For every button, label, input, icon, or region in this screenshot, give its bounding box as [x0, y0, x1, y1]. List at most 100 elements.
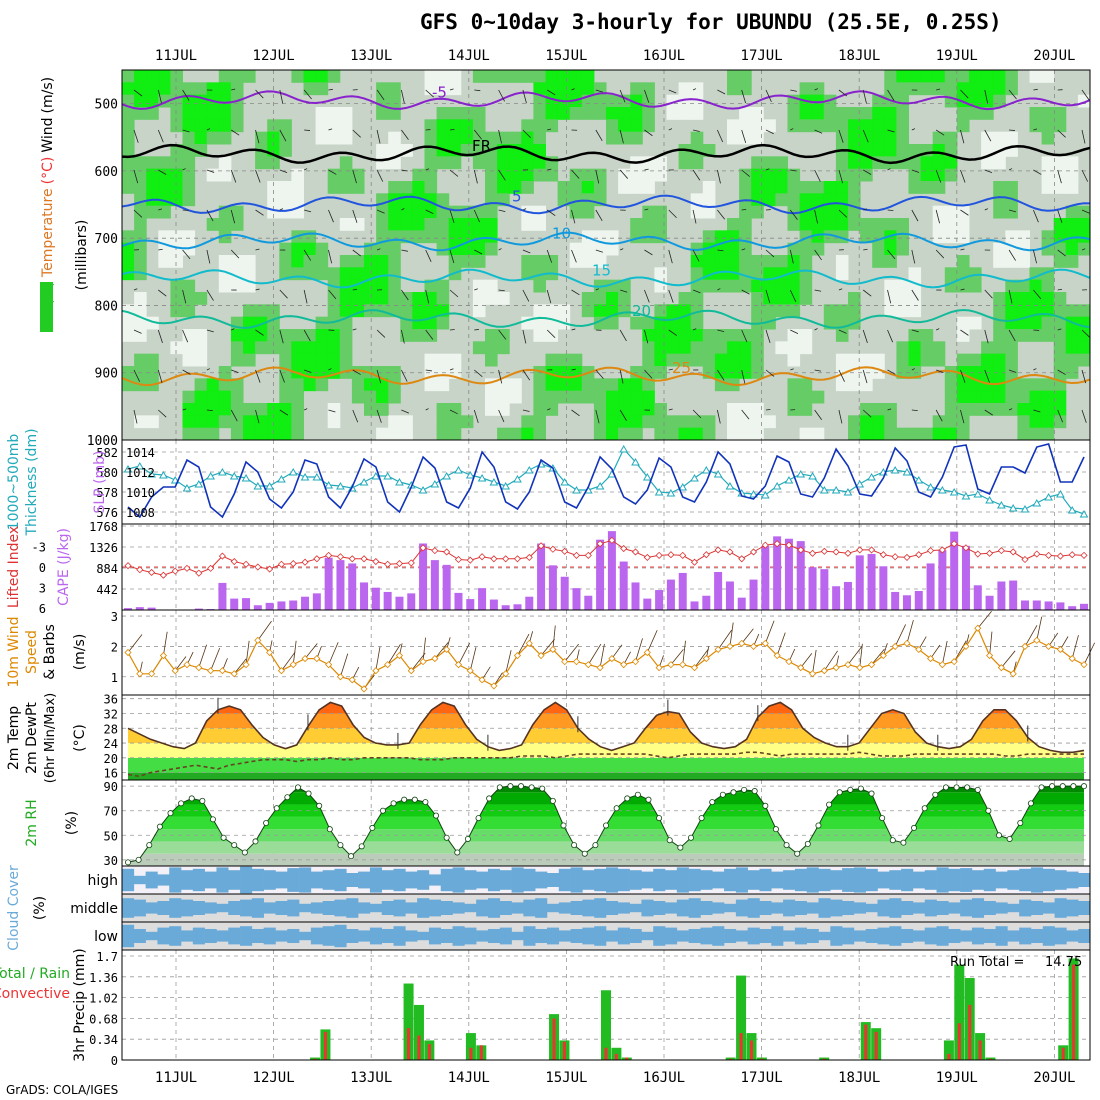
- rh-cell: [218, 107, 232, 120]
- wind-barb: [960, 89, 969, 99]
- rh-cell: [969, 390, 982, 404]
- cloud-bar: [122, 898, 135, 918]
- rh-cell: [848, 107, 861, 120]
- rh-cell: [932, 427, 946, 441]
- wind-barb: [646, 630, 658, 653]
- rh-cell: [182, 119, 196, 133]
- rh-cell: [158, 82, 171, 96]
- rh-cell: [327, 119, 341, 133]
- rh-cell: [581, 378, 595, 392]
- cape-bar: [666, 579, 675, 610]
- cloud-bar: [1030, 867, 1044, 893]
- cloud-bar: [358, 930, 371, 942]
- rh-cell: [243, 255, 256, 268]
- rh-point: [592, 842, 599, 849]
- rh-cell: [848, 205, 861, 219]
- lifted-index-point: [596, 540, 604, 548]
- rh-cell: [666, 107, 680, 120]
- rh-cell: [642, 218, 655, 231]
- wind-barb: [158, 289, 167, 297]
- rh-cell: [1029, 70, 1043, 83]
- cloud-bar: [983, 868, 996, 892]
- wind-barb: [1009, 129, 1015, 131]
- rh-cell: [1053, 119, 1067, 133]
- rh-cell: [642, 403, 655, 416]
- rh-cell: [206, 378, 220, 392]
- rh-cell: [956, 279, 970, 293]
- cloud-bar: [865, 929, 878, 943]
- rh-cell: [799, 119, 813, 133]
- rh-cell: [557, 70, 571, 83]
- rh-cell: [932, 205, 946, 219]
- rh-cell: [472, 205, 486, 219]
- cloud-bar: [724, 868, 737, 892]
- rh-cell: [993, 181, 1006, 194]
- wind-speed-point: [1021, 642, 1029, 650]
- wind-barb: [206, 169, 215, 173]
- rh-cell: [727, 131, 740, 145]
- wind-barb: [1008, 329, 1016, 342]
- rh-cell: [472, 70, 486, 83]
- rh-cell: [218, 378, 232, 392]
- rh-cell: [702, 329, 716, 342]
- rh-cell: [497, 156, 510, 170]
- rh-cell: [376, 218, 389, 231]
- cape-bar: [548, 565, 557, 610]
- wind-barb: [814, 249, 822, 261]
- rh-point: [868, 790, 875, 797]
- wind-speed-point: [608, 655, 616, 663]
- rh-point: [719, 791, 726, 798]
- rh-cell: [279, 403, 292, 416]
- cloud-bar: [594, 868, 607, 892]
- cloud-bar: [1042, 926, 1055, 946]
- rh-cell: [291, 403, 304, 416]
- wind-barb: [595, 209, 603, 222]
- rh-point: [879, 815, 886, 822]
- rh-cell: [593, 168, 607, 182]
- cloud-bar: [417, 898, 430, 918]
- rh-cell: [218, 403, 232, 416]
- rh-cell: [194, 415, 208, 429]
- rh-cell: [569, 181, 583, 194]
- rh-cell: [751, 304, 764, 318]
- rh-cell: [630, 390, 643, 404]
- isotherm-label: 10: [552, 225, 571, 243]
- rh-cell: [581, 304, 595, 318]
- wind-barb: [692, 289, 701, 294]
- rh-point: [581, 850, 588, 857]
- wind-barb: [182, 369, 191, 375]
- rh-cell: [267, 119, 280, 133]
- wind-barb: [352, 249, 362, 257]
- rh-cell: [485, 329, 498, 342]
- rh-cell: [303, 242, 317, 256]
- rh-cell: [727, 415, 740, 429]
- rh-cell: [521, 131, 534, 145]
- rh-cell: [545, 353, 559, 367]
- cape-bar: [714, 571, 723, 610]
- cloud-bar: [995, 926, 1008, 946]
- cloud-bar: [759, 929, 772, 943]
- wind-barb: [522, 329, 527, 344]
- slp-line: [127, 443, 1085, 519]
- cape-bar: [997, 581, 1006, 610]
- rh-cell: [134, 205, 147, 219]
- rh-cell: [327, 292, 341, 305]
- thickness-point: [265, 482, 275, 490]
- cloud-bar: [688, 929, 701, 943]
- wind-barb: [498, 89, 505, 102]
- rh-cell: [1065, 205, 1079, 219]
- cloud-bar: [157, 874, 170, 886]
- thickness-point: [808, 472, 817, 480]
- cape-bar: [560, 576, 569, 610]
- rh-cell: [956, 390, 970, 404]
- wind-barb: [935, 209, 940, 224]
- rh-cell: [799, 292, 813, 305]
- wind-barb: [644, 329, 649, 344]
- rh-cell: [315, 366, 329, 379]
- rh-cell: [218, 366, 232, 379]
- wind-barb: [716, 409, 721, 424]
- rh-cell: [1005, 82, 1018, 96]
- rh-cell: [860, 403, 873, 416]
- wind-barb: [894, 624, 907, 647]
- rh-point: [539, 785, 546, 792]
